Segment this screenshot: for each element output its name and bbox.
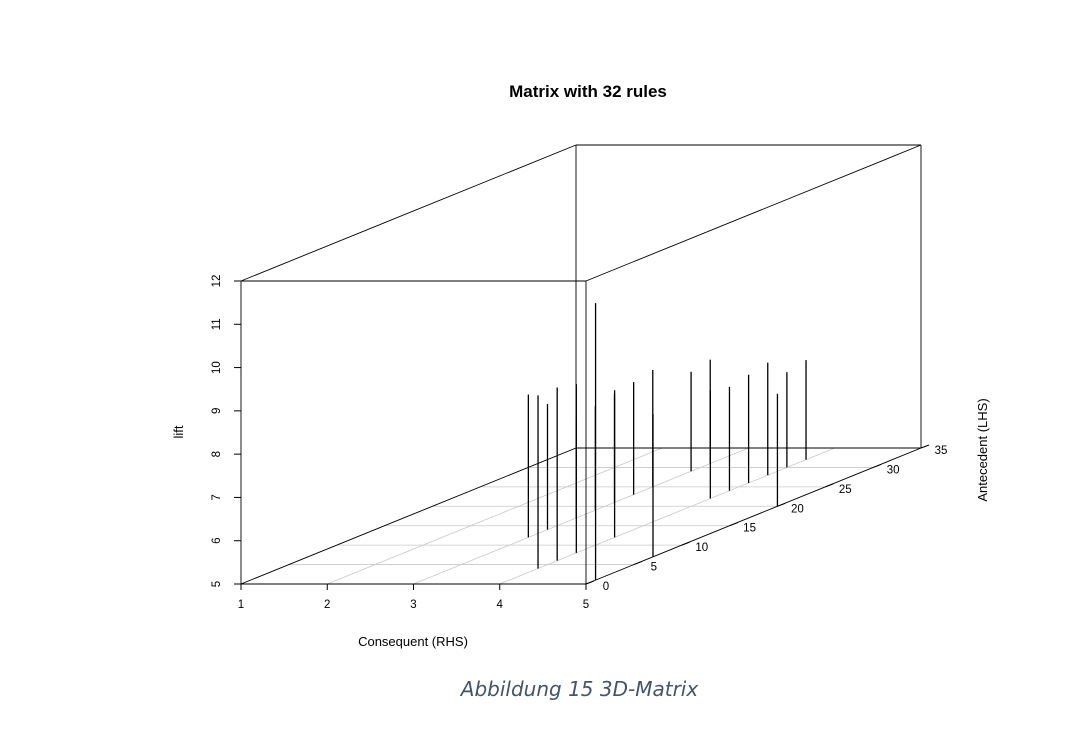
y-axis-label: Antecedent (LHS) [975,398,990,501]
x-tick-label: 1 [238,599,244,611]
y-tick-mark [633,561,643,566]
y-tick-label: 10 [695,542,708,554]
x-tick-label: 2 [324,599,330,611]
z-tick-label: 10 [211,361,223,374]
grid-line-x [327,447,663,585]
x-tick-label: 4 [497,599,504,611]
x-axis-label: Consequent (RHS) [358,634,468,649]
z-tick-label: 9 [211,408,223,414]
lift-bars [527,303,807,581]
y-tick-mark [825,483,834,488]
y-tick-mark [585,580,595,585]
bounding-box [240,144,922,585]
z-tick-label: 5 [211,581,223,587]
figure-caption: Abbildung 15 3D-Matrix [460,677,699,701]
floor-grid [240,447,922,585]
box-edge [240,144,577,282]
grid-line-x [499,447,835,585]
y-tick-mark [777,502,786,507]
z-tick-label: 12 [211,275,223,288]
y-tick-label: 35 [935,445,948,457]
box-edge [585,447,922,585]
chart-title: Matrix with 32 rules [509,82,667,101]
box-edge [240,447,577,585]
x-tick-label: 5 [583,599,589,611]
y-tick-mark [729,522,738,527]
x-tick-label: 3 [410,599,416,611]
y-tick-mark [681,541,690,546]
y-tick-label: 5 [651,562,657,574]
y-tick-mark [872,463,882,468]
y-tick-label: 15 [743,523,756,535]
y-tick-mark [920,444,930,449]
box-edge [585,144,922,282]
z-axis-label: lift [171,425,186,438]
y-tick-label: 20 [791,503,804,515]
grid-line-x [413,447,749,585]
y-tick-label: 30 [887,464,900,476]
z-tick-label: 8 [211,451,223,457]
z-tick-label: 6 [211,538,223,544]
y-tick-label: 25 [839,484,852,496]
z-tick-label: 11 [211,318,223,330]
y-tick-label: 0 [603,581,609,593]
z-tick-label: 7 [211,494,223,500]
